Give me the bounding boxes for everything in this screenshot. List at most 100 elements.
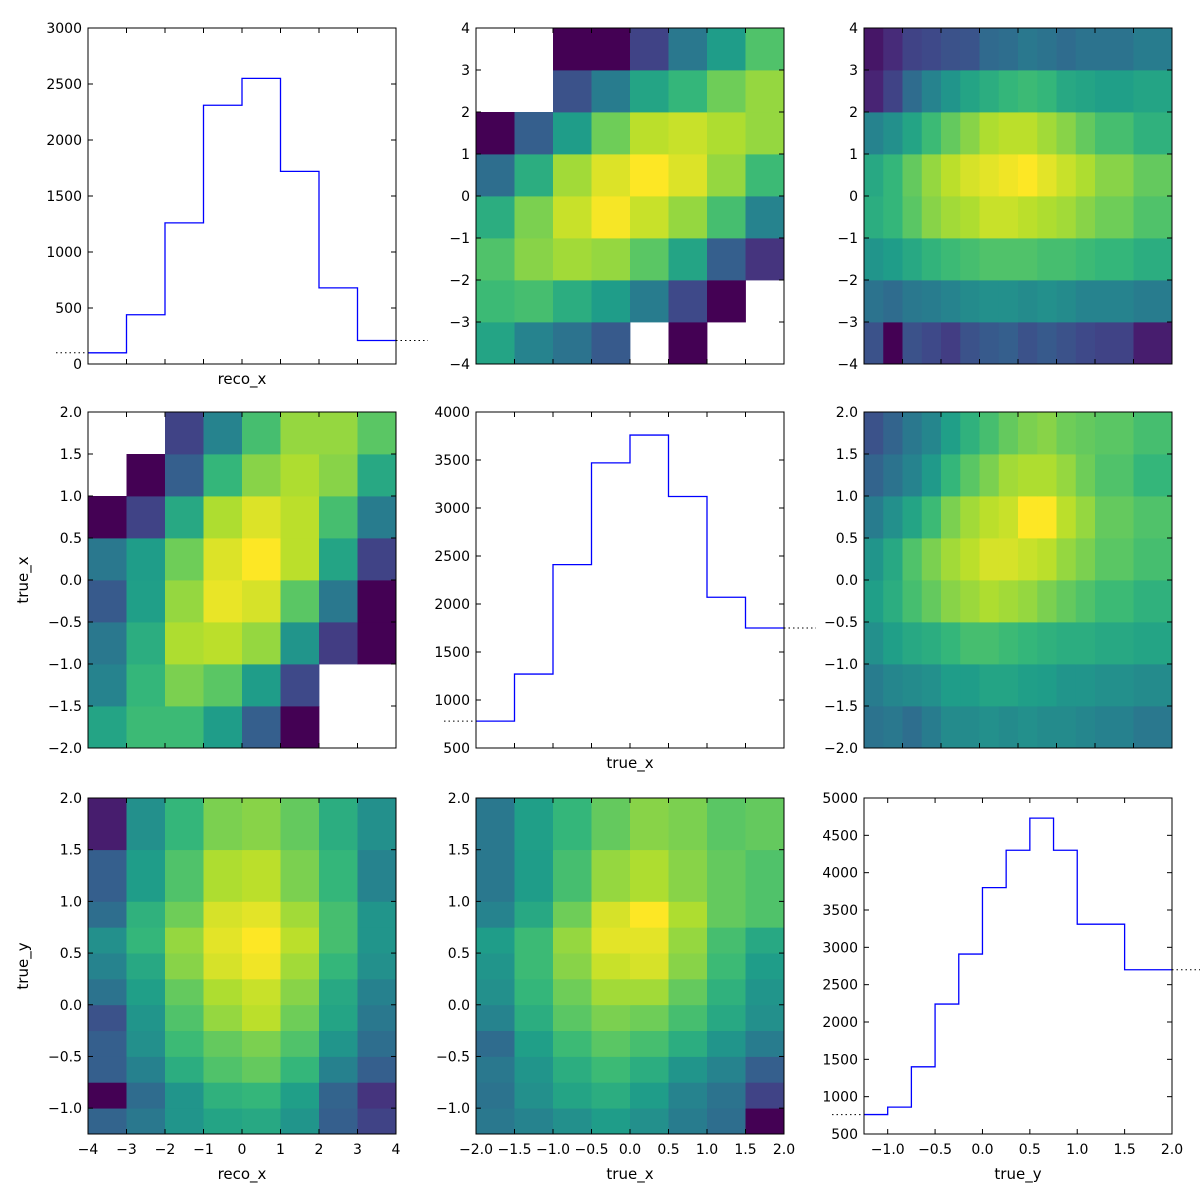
heatmap-cell: [707, 238, 746, 281]
heatmap-cell: [1095, 538, 1134, 581]
heatmap-cell: [921, 112, 942, 155]
heatmap-cell: [476, 978, 515, 1006]
heatmap-cell: [88, 978, 127, 1006]
heatmap-cell: [1095, 70, 1134, 113]
x-axis-label: true_y: [994, 1165, 1041, 1184]
heatmap-cell: [1018, 28, 1038, 71]
heatmap-cell: [591, 28, 631, 71]
heatmap-cell: [165, 664, 204, 707]
heatmap-cell: [1018, 154, 1038, 197]
heatmap-cell: [88, 1056, 127, 1083]
heatmap-cell: [668, 849, 708, 902]
heatmap-cell: [1018, 412, 1038, 455]
heatmap-cell: [514, 953, 554, 980]
y-tick-label: 1.0: [448, 894, 470, 910]
heatmap-cell: [1075, 706, 1096, 749]
heatmap-cell: [883, 196, 903, 239]
heatmap-cell: [630, 798, 669, 851]
y-tick-label: 2500: [822, 978, 858, 994]
y-tick-label: −3: [449, 315, 470, 331]
heatmap-cell: [165, 978, 204, 1006]
y-tick-label: 3500: [434, 453, 470, 469]
heatmap-cell: [630, 927, 669, 954]
heatmap-cell: [960, 280, 980, 323]
heatmap-cell: [941, 70, 961, 113]
heatmap-cell: [1018, 70, 1038, 113]
heatmap-cell: [514, 978, 554, 1006]
heatmap-cell: [319, 454, 358, 497]
heatmap-cell: [1075, 580, 1096, 623]
heatmap-cell: [630, 238, 669, 281]
heatmap-cell: [357, 849, 397, 902]
y-tick-label: −1.5: [824, 699, 858, 715]
heatmap-cell: [864, 580, 884, 623]
heatmap-cell: [242, 580, 281, 623]
heatmap-cell: [1018, 622, 1038, 665]
heatmap-cell: [883, 280, 903, 323]
heatmap-cell: [864, 412, 884, 455]
heatmap-cell: [514, 280, 554, 323]
heatmap-cell: [553, 112, 592, 155]
heatmap-cell: [1133, 112, 1173, 155]
heatmap-cell: [88, 706, 127, 749]
heatmap-cell: [1056, 538, 1077, 581]
heatmap-cell: [203, 849, 243, 902]
heatmap-cell: [280, 978, 320, 1006]
heatmap-cell: [921, 322, 942, 365]
heatmap-cell: [668, 28, 708, 71]
heatmap-cell: [1056, 280, 1077, 323]
heatmap-cell: [745, 1108, 785, 1135]
heatmap-cell: [979, 412, 1000, 455]
panel-reco_x-vs-true_y: −4 −3 −2 −1 0 1 2 3 4: [837, 21, 1173, 373]
heatmap-cell: [998, 70, 1019, 113]
heatmap-cell: [630, 953, 669, 980]
heatmap-cell: [165, 622, 204, 665]
heatmap-cell: [864, 664, 884, 707]
heatmap-cell: [1037, 454, 1057, 497]
heatmap-cell: [165, 454, 204, 497]
heatmap-cell: [745, 70, 785, 113]
heatmap-cell: [203, 1082, 243, 1109]
y-tick-label: 2.0: [448, 791, 470, 807]
heatmap-cell: [941, 496, 961, 539]
heatmap-cell: [864, 28, 884, 71]
heatmap-cell: [1075, 538, 1096, 581]
heatmap-cell: [319, 953, 358, 980]
panel-true_x-vs-true_y: −2.0 −1.5 −1.0 −0.5 0.0 0.5 1.0 1.5 2.0: [824, 405, 1173, 757]
heatmap-cell: [319, 1056, 358, 1083]
heatmap-cell: [280, 622, 320, 665]
heatmap-cell: [553, 238, 592, 281]
y-tick-label: 1000: [434, 693, 470, 709]
heatmap-cell: [745, 849, 785, 902]
heatmap-cell: [319, 1004, 358, 1032]
y-tick-label: 500: [831, 1127, 858, 1143]
heatmap-cell: [357, 1082, 397, 1109]
heatmap-cell: [960, 412, 980, 455]
y-tick-label: 0: [849, 189, 858, 205]
heatmap-cell: [960, 538, 980, 581]
heatmap-cell: [88, 664, 127, 707]
heatmap-cell: [1056, 154, 1077, 197]
heatmap-cell: [979, 664, 1000, 707]
heatmap-cell: [553, 1056, 592, 1083]
y-tick-label: −2: [449, 273, 470, 289]
heatmap-cell: [514, 154, 554, 197]
heatmap-cell: [1075, 280, 1096, 323]
heatmap-cell: [553, 28, 592, 71]
y-tick-label: 500: [55, 301, 82, 317]
heatmap-cell: [921, 706, 942, 749]
heatmap-cell: [280, 496, 320, 539]
heatmap-cell: [242, 454, 281, 497]
heatmap-cell: [203, 1004, 243, 1032]
y-tick-label: 2500: [46, 77, 82, 93]
heatmap-cell: [591, 70, 631, 113]
heatmap-cell: [921, 280, 942, 323]
heatmap-cell: [745, 196, 785, 239]
heatmap-cell: [745, 1082, 785, 1109]
heatmap-cell: [476, 1030, 515, 1057]
y-tick-label: 0.0: [836, 573, 858, 589]
heatmap-cell: [319, 1082, 358, 1109]
heatmap-cell: [864, 154, 884, 197]
heatmap-cell: [979, 196, 1000, 239]
heatmap-cell: [998, 238, 1019, 281]
